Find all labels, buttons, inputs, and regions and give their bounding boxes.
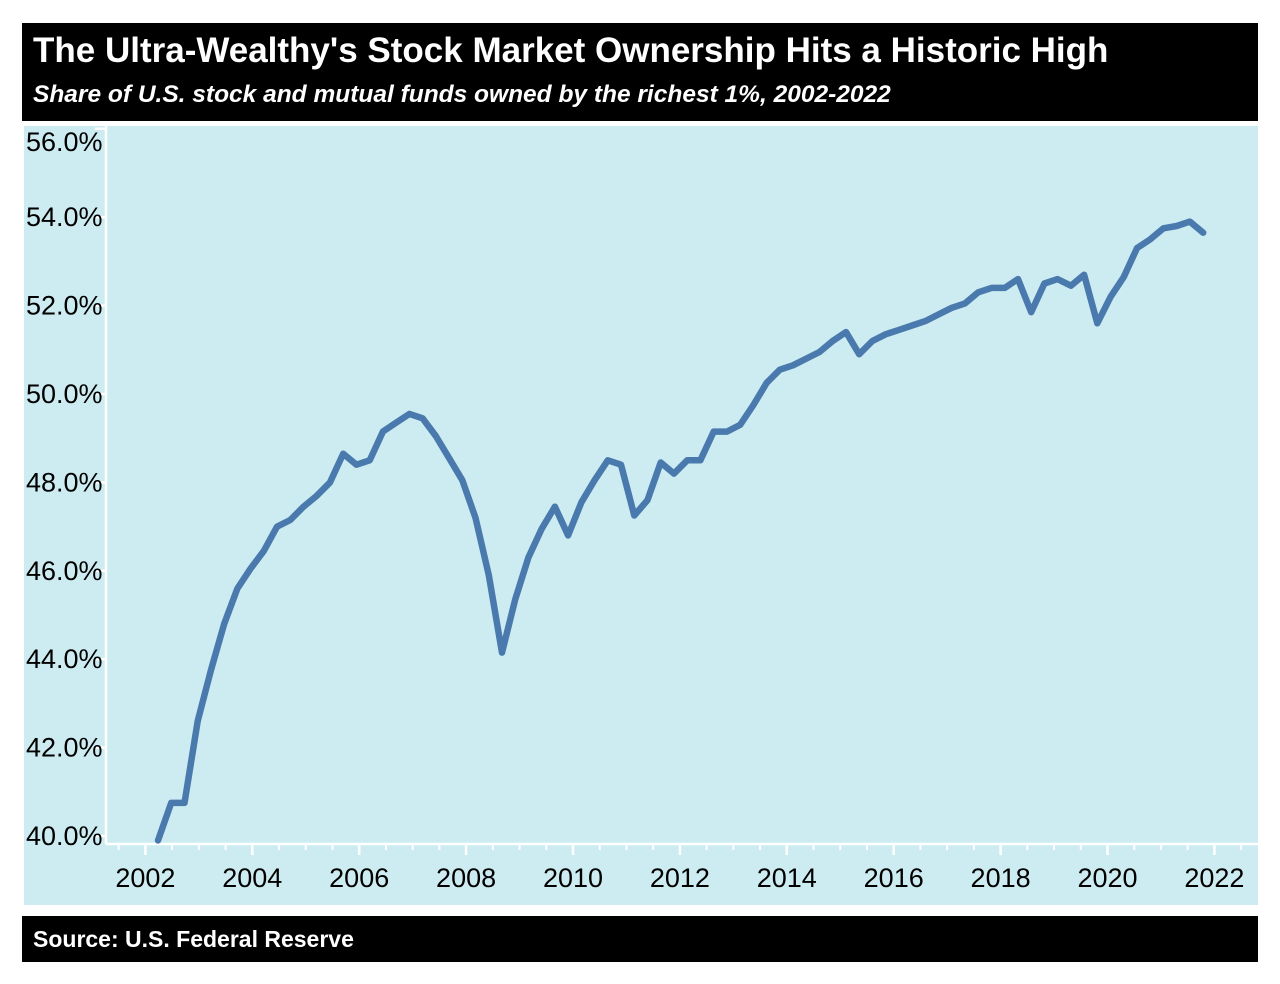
x-tick-label: 2014 (757, 863, 817, 893)
x-tick-label: 2018 (971, 863, 1031, 893)
y-tick-label: 42.0% (26, 733, 103, 763)
y-tick-label: 48.0% (26, 467, 103, 497)
plot-area: 40.0% 42.0% 44.0% 46.0% 48.0% 50.0% 52.0% 54.0%… (24, 126, 1258, 905)
x-tick-label: 2016 (864, 863, 924, 893)
chart-title: The Ultra-Wealthy's Stock Market Ownersh… (33, 31, 1109, 70)
y-tick-label: 46.0% (26, 556, 103, 586)
y-tick-label: 56.0% (26, 127, 103, 157)
y-tick-label: 44.0% (26, 644, 103, 674)
source-bar: Source: U.S. Federal Reserve (22, 916, 1258, 962)
x-tick-label: 2012 (650, 863, 710, 893)
source-text: Source: U.S. Federal Reserve (33, 925, 354, 952)
y-tick-label: 52.0% (26, 291, 103, 321)
y-tick-label: 50.0% (26, 379, 103, 409)
y-tick-label: 54.0% (26, 202, 103, 232)
x-tick-label: 2008 (436, 863, 496, 893)
y-tick-label: 40.0% (26, 821, 103, 851)
x-tick-label: 2020 (1077, 863, 1137, 893)
chart-header: The Ultra-Wealthy's Stock Market Ownersh… (22, 23, 1258, 121)
data-series-line (154, 218, 1207, 844)
x-tick-label: 2022 (1184, 863, 1244, 893)
axes (95, 126, 1258, 855)
x-tick-label: 2010 (543, 863, 603, 893)
line-chart: 40.0% 42.0% 44.0% 46.0% 48.0% 50.0% 52.0% 54.0%… (24, 126, 1258, 905)
x-tick-label: 2002 (115, 863, 175, 893)
plot-background (24, 126, 1258, 905)
x-tick-label: 2004 (222, 863, 282, 893)
chart-subtitle: Share of U.S. stock and mutual funds own… (33, 81, 891, 108)
tick-labels: 40.0% 42.0% 44.0% 46.0% 48.0% 50.0% 52.0% 54.0%… (26, 127, 1244, 893)
x-tick-label: 2006 (329, 863, 389, 893)
